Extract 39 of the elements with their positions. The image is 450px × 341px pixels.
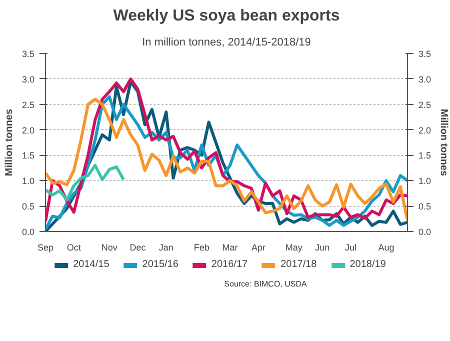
chart-subtitle: In million tonnes, 2014/15-2018/19: [142, 36, 311, 48]
x-tick-label: Jul: [344, 242, 356, 252]
x-tick-label: Sep: [37, 242, 54, 252]
chart-title: Weekly US soya bean exports: [113, 8, 340, 24]
y2-tick-label: 1.0: [418, 176, 432, 186]
x-tick-label: Jan: [158, 242, 174, 252]
source-note: Source: BIMCO, USDA: [224, 280, 308, 288]
y-tick-label: 0.5: [22, 202, 35, 212]
y-axis-title: Million tonnes: [4, 108, 15, 176]
x-tick-label: May: [285, 242, 303, 252]
y2-axis-title: Million tonnes: [438, 108, 450, 177]
y2-tick-label: 0.5: [418, 202, 432, 212]
y2-tick-label: 2.5: [418, 100, 432, 110]
y-tick-label: 3.5: [22, 49, 35, 59]
legend-label: 2018/19: [350, 259, 386, 270]
y-tick-label: 2.0: [22, 125, 35, 136]
x-tick-label: Jun: [315, 242, 330, 252]
legend-label: 2014/15: [73, 259, 110, 270]
x-tick-label: Feb: [194, 242, 210, 252]
line-series: [46, 164, 126, 202]
x-tick-label: Nov: [101, 242, 118, 252]
y-tick-label: 1.0: [22, 176, 35, 186]
y-tick-label: 3.0: [22, 74, 35, 84]
x-tick-label: Oct: [66, 242, 82, 252]
x-tick-label: Mar: [222, 242, 238, 252]
y-tick-label: 0.0: [22, 227, 35, 237]
legend-label: 2015/16: [142, 259, 178, 270]
y2-tick-label: 1.5: [418, 150, 432, 161]
y2-tick-label: 0.0: [418, 227, 432, 237]
legend-label: 2016/17: [211, 259, 248, 270]
y2-tick-label: 3.5: [418, 49, 432, 59]
legend-label: 2017/18: [280, 259, 317, 270]
x-tick-label: Aug: [378, 242, 394, 252]
y2-tick-label: 2.0: [418, 125, 432, 136]
x-tick-label: Apr: [251, 242, 266, 252]
x-tick-label: Dec: [130, 242, 146, 252]
y-tick-label: 2.5: [22, 100, 35, 110]
y2-tick-label: 3.0: [418, 74, 432, 84]
y-tick-label: 1.5: [22, 150, 35, 161]
